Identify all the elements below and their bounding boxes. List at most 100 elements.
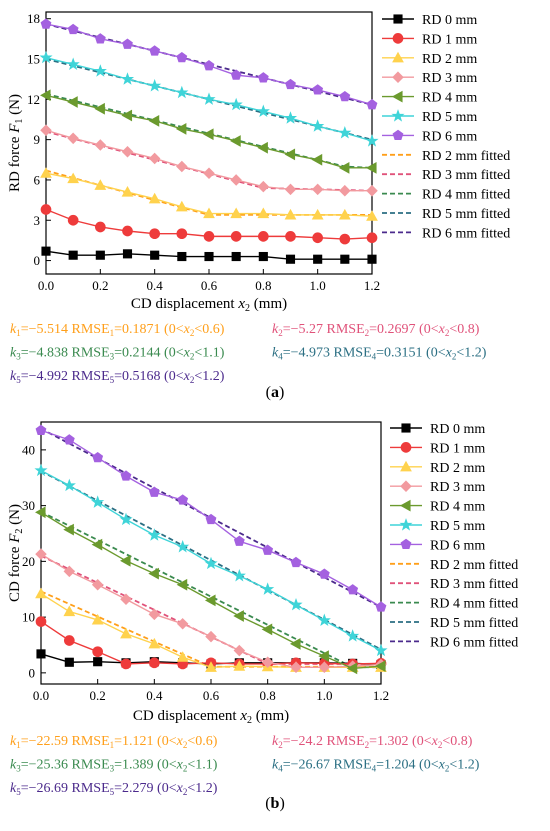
data-point	[317, 613, 331, 627]
data-point	[176, 51, 188, 63]
legend-label: RD 1 mm	[422, 32, 477, 47]
data-point	[202, 128, 214, 141]
data-point	[205, 513, 217, 525]
data-point	[205, 630, 217, 643]
data-point	[346, 629, 360, 642]
legend-label: RD 5 mm	[422, 110, 477, 125]
data-point	[121, 145, 134, 158]
data-point	[63, 605, 76, 617]
legend-marker	[392, 33, 404, 44]
data-point	[285, 231, 296, 242]
data-point	[230, 231, 242, 242]
data-point	[67, 23, 79, 35]
y-axis-label: RD force F1 (N)	[7, 94, 25, 192]
data-point	[41, 246, 51, 256]
plot-frame	[40, 421, 382, 685]
data-point	[39, 89, 51, 102]
data-point	[122, 249, 133, 259]
legend-marker	[392, 129, 404, 141]
data-point	[119, 554, 131, 567]
y-tick-label: 15	[27, 52, 40, 67]
data-point	[149, 228, 161, 240]
x-tick-label: 1.2	[364, 278, 380, 293]
chart-panel-a: 0.0 0.2 0.4 0.6 0.8 1.0 1.2 0 3 6 9 12 15 18 CD displa…	[7, 11, 510, 401]
fit-parameters: k2=−5.27 RMSE2=0.2697 (0<x2<0.8)	[272, 322, 480, 338]
y-tick-label: 0	[34, 253, 41, 268]
data-point	[148, 152, 161, 165]
data-point	[175, 200, 188, 212]
data-point	[340, 254, 350, 264]
data-point	[262, 544, 274, 555]
data-point	[205, 661, 217, 672]
data-point	[119, 512, 133, 526]
data-point	[285, 254, 296, 264]
fitted-line	[40, 510, 381, 669]
legend-label: RD 6 mm	[430, 538, 485, 553]
data-point	[311, 153, 323, 166]
x-tick-label: 0.0	[38, 278, 54, 293]
fit-parameters: k1=−5.514 RMSE1=0.1871 (0<x2<0.6)	[10, 322, 225, 338]
legend-label: RD 3 mm fitted	[422, 168, 510, 183]
data-point	[313, 254, 323, 264]
data-point	[311, 208, 324, 220]
data-point	[120, 72, 135, 85]
legend-label: RD 6 mm	[422, 129, 477, 144]
x-tick-label: 0.4	[147, 278, 164, 293]
legend-label: RD 5 mm	[430, 519, 485, 534]
panel-label: (a)	[266, 384, 285, 401]
data-point	[230, 174, 242, 186]
data-point	[175, 85, 189, 99]
data-point	[365, 161, 377, 174]
data-point	[284, 208, 297, 220]
data-point	[233, 535, 245, 546]
data-point	[148, 608, 161, 621]
y-tick-label: 10	[22, 610, 35, 625]
data-point	[318, 568, 330, 579]
data-point	[176, 539, 190, 553]
data-point	[366, 184, 378, 197]
data-point	[177, 494, 189, 505]
fit-parameters: k2=−24.2 RMSE2=1.302 (0<x2<0.8)	[272, 734, 473, 750]
data-point	[148, 637, 161, 649]
data-point	[64, 657, 74, 667]
data-point	[204, 556, 218, 570]
data-point	[63, 523, 74, 536]
data-point	[67, 172, 80, 184]
data-point	[284, 148, 296, 161]
legend-label: RD 3 mm	[430, 480, 485, 495]
data-point	[177, 251, 187, 262]
legend-marker	[400, 460, 412, 472]
legend-marker	[391, 109, 405, 122]
legend-label: RD 4 mm fitted	[430, 597, 518, 612]
data-point	[374, 660, 386, 673]
data-point	[311, 119, 325, 132]
y-tick-label: 18	[27, 11, 40, 26]
x-tick-label: 0.4	[146, 688, 163, 703]
data-point	[91, 579, 104, 591]
data-point	[40, 124, 52, 137]
data-point	[91, 538, 103, 551]
data-point	[374, 643, 388, 657]
legend-label: RD 4 mm	[422, 91, 477, 106]
data-point	[230, 135, 241, 147]
data-point	[261, 623, 273, 636]
legend: RD 0 mm RD 1 mm RD 2 mm RD 3 mm RD 4 mm RD 5 …	[382, 13, 510, 241]
x-tick-label: 0.8	[260, 688, 276, 703]
legend-label: RD 1 mm	[430, 441, 485, 456]
data-point	[36, 649, 46, 659]
legend-label: RD 5 mm fitted	[430, 616, 518, 631]
data-point	[204, 594, 216, 607]
legend-label: RD 3 mm fitted	[430, 577, 518, 592]
data-point	[257, 141, 268, 154]
legend-label: RD 0 mm	[422, 13, 477, 28]
chart-panel-b: 0.0 0.2 0.4 0.6 0.8 1.0 1.2 0 10 20 30 40 CD displac…	[7, 421, 518, 812]
x-tick-label: 0.0	[33, 688, 49, 703]
data-point	[94, 221, 106, 233]
legend-marker	[400, 538, 412, 550]
data-point	[121, 186, 134, 197]
data-point	[40, 18, 52, 29]
x-tick-label: 1.2	[373, 688, 389, 703]
data-point	[289, 637, 301, 650]
data-point	[67, 214, 79, 226]
